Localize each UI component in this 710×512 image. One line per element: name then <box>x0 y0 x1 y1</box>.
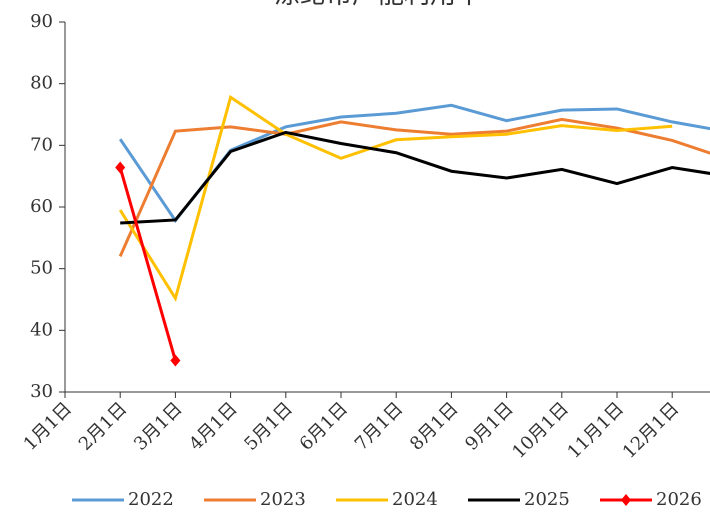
x-tick-label: 8月1日 <box>406 398 463 455</box>
series-line <box>118 167 177 361</box>
legend-label: 2022 <box>128 489 174 510</box>
series-line <box>120 130 710 225</box>
legend-label: 2023 <box>260 489 306 510</box>
x-tick-label: 3月1日 <box>130 398 187 455</box>
legend-label: 2026 <box>656 489 702 510</box>
x-tick-label: 4月1日 <box>185 398 242 455</box>
y-tick-label: 70 <box>30 134 53 155</box>
x-tick-label: 7月1日 <box>351 398 408 455</box>
series-line <box>118 94 673 302</box>
point <box>115 161 126 174</box>
y-tick-label: 30 <box>30 381 53 402</box>
x-tick-label: 12月1日 <box>619 398 684 463</box>
legend-label: 2024 <box>392 489 438 510</box>
x-tick-label: 5月1日 <box>240 398 297 455</box>
y-tick-label: 40 <box>30 319 53 340</box>
legend-label: 2025 <box>524 489 570 510</box>
chart-title: 涤纶帘产能利用率 <box>274 0 482 10</box>
y-tick-label: 90 <box>30 11 53 32</box>
x-tick-label: 10月1日 <box>508 398 573 463</box>
x-tick-label: 1月1日 <box>20 398 77 455</box>
series-line <box>118 103 710 224</box>
y-tick-label: 50 <box>30 258 53 279</box>
point <box>170 354 181 367</box>
legend-marker <box>621 494 631 506</box>
y-tick-label: 60 <box>30 196 53 217</box>
y-tick-label: 80 <box>30 73 53 94</box>
x-tick-label: 11月1日 <box>563 398 628 463</box>
x-tick-label: 6月1日 <box>296 398 353 455</box>
x-tick-label: 2月1日 <box>75 398 132 455</box>
